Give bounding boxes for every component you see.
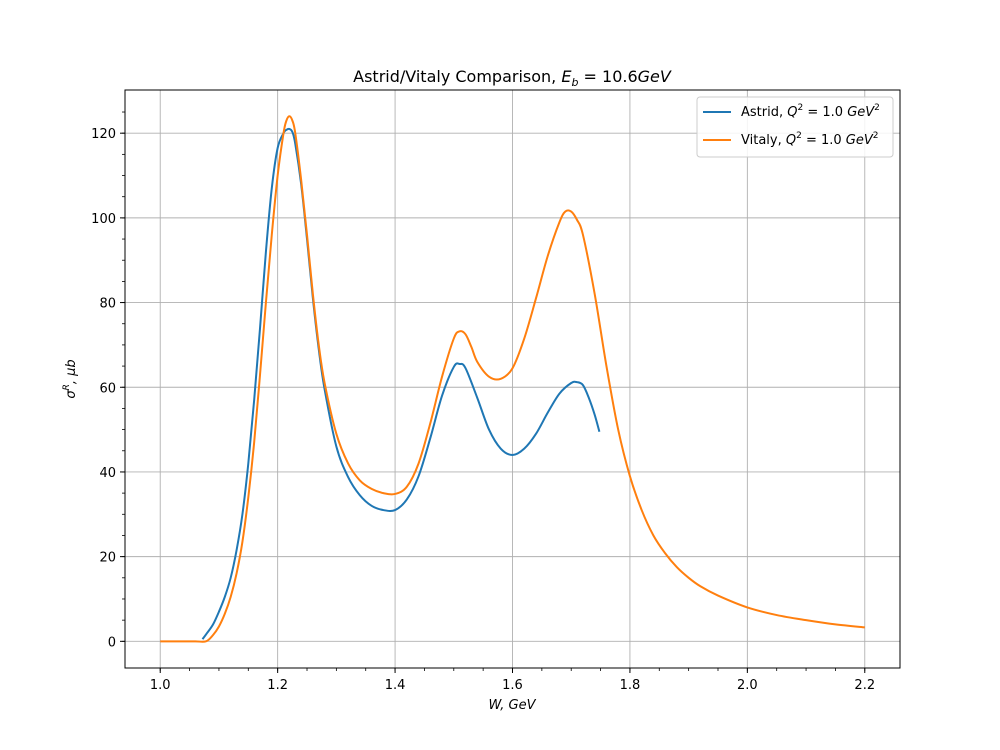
chart-title: Astrid/Vitaly Comparison, Eb = 10.6GeV (353, 67, 672, 89)
series-line-vitaly (160, 115, 865, 643)
series-line-astrid (201, 127, 601, 640)
x-axis-label: W, GeV (488, 698, 536, 713)
legend-label-astrid: Astrid, Q2 = 1.0 GeV2 (741, 103, 880, 120)
x-tick-label: 2.2 (854, 678, 875, 693)
legend-box (696, 96, 894, 158)
x-tick-label: 1.4 (385, 678, 406, 693)
grid-lines (125, 90, 900, 668)
series-layer (160, 115, 865, 643)
x-tick-label: 1.0 (150, 678, 171, 693)
y-axis-label: σR, μb (62, 359, 79, 398)
y-tick-label: 20 (99, 551, 116, 566)
legend-label-vitaly: Vitaly, Q2 = 1.0 GeV2 (741, 131, 879, 148)
y-tick-label: 0 (108, 635, 116, 650)
y-tick-label: 80 (99, 297, 116, 312)
x-tick-label: 1.2 (267, 678, 288, 693)
y-tick-label: 60 (99, 381, 116, 396)
y-tick-label: 40 (99, 466, 116, 481)
x-axis-ticks: 1.0 1.2 1.4 1.6 1.8 2.0 2.2 (150, 668, 875, 693)
legend: Astrid, Q2 = 1.0 GeV2 Vitaly, Q2 = 1.0 G… (696, 96, 894, 158)
x-tick-label: 2.0 (737, 678, 758, 693)
y-axis-ticks: 0 20 40 60 80 100 120 (91, 111, 125, 650)
x-tick-label: 1.8 (620, 678, 641, 693)
y-tick-label: 120 (91, 127, 116, 142)
y-tick-label: 100 (91, 212, 116, 227)
x-tick-label: 1.6 (502, 678, 523, 693)
